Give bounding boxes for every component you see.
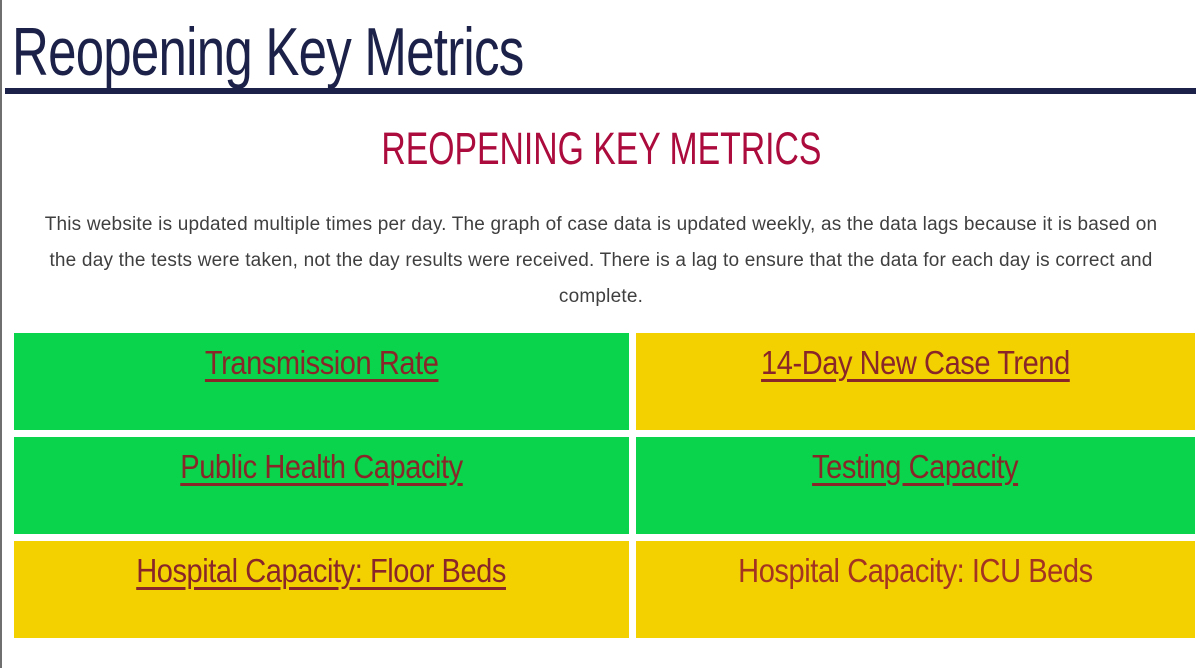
section-heading-text: REOPENING KEY METRICS bbox=[380, 123, 822, 174]
metric-tile-hospital-icu-beds: Hospital Capacity: ICU Beds bbox=[636, 541, 1195, 638]
intro-line: complete. bbox=[558, 286, 644, 307]
metric-tile-14-day-new-case-trend: 14-Day New Case Trend bbox=[636, 333, 1195, 430]
intro-line: the day the tests were taken, not the da… bbox=[49, 250, 1153, 271]
metric-link-14-day-new-case-trend[interactable]: 14-Day New Case Trend bbox=[761, 344, 1070, 381]
metric-link-public-health-capacity[interactable]: Public Health Capacity bbox=[180, 448, 463, 485]
main-content: REOPENING KEY METRICS This website is up… bbox=[2, 126, 1200, 638]
metric-link-hospital-floor-beds[interactable]: Hospital Capacity: Floor Beds bbox=[136, 552, 507, 589]
metrics-grid: Transmission Rate 14-Day New Case Trend … bbox=[14, 333, 1200, 638]
site-header: Reopening Key Metrics bbox=[5, 0, 1196, 94]
metric-link-transmission-rate[interactable]: Transmission Rate bbox=[204, 344, 439, 381]
metric-tile-public-health-capacity: Public Health Capacity bbox=[14, 437, 629, 534]
metric-label-hospital-icu-beds: Hospital Capacity: ICU Beds bbox=[738, 552, 1093, 589]
metric-link-testing-capacity[interactable]: Testing Capacity bbox=[812, 448, 1019, 485]
metric-tile-transmission-rate: Transmission Rate bbox=[14, 333, 629, 430]
intro-paragraph: This website is updated multiple times p… bbox=[21, 207, 1181, 315]
metric-tile-testing-capacity: Testing Capacity bbox=[636, 437, 1195, 534]
metric-tile-hospital-floor-beds: Hospital Capacity: Floor Beds bbox=[14, 541, 629, 638]
intro-line: This website is updated multiple times p… bbox=[44, 214, 1158, 235]
page-title: Reopening Key Metrics bbox=[12, 14, 524, 90]
section-heading: REOPENING KEY METRICS bbox=[2, 126, 1200, 171]
